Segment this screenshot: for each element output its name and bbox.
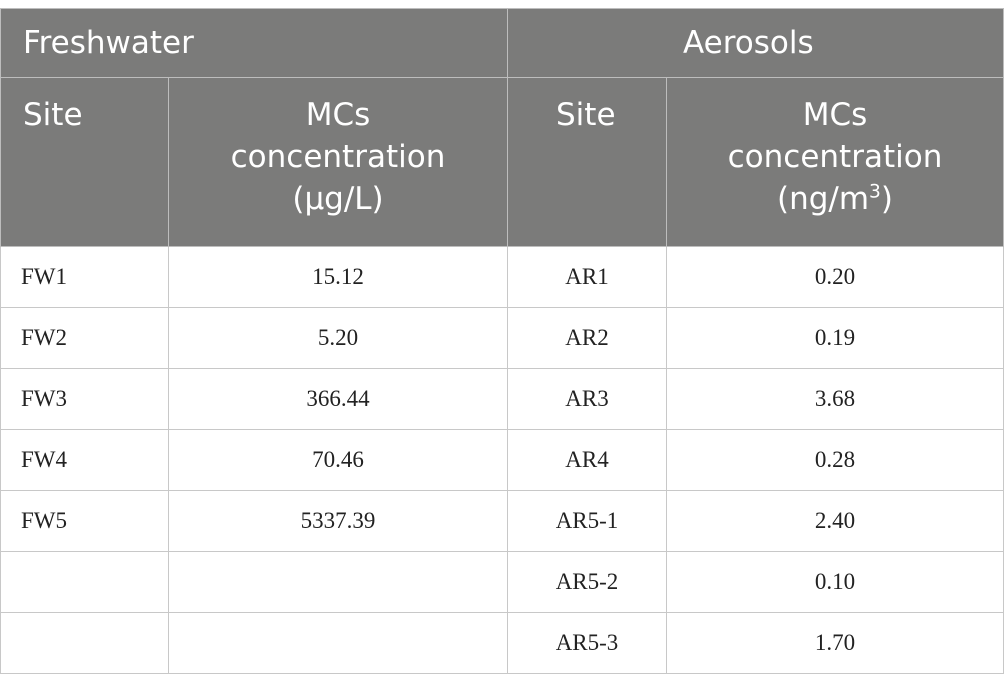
fw-site-cell: FW2	[0, 307, 169, 369]
fw-site-cell: FW3	[0, 368, 169, 430]
ar-site-cell: AR4	[507, 429, 667, 491]
ar-unit-end: )	[880, 181, 893, 217]
fw-site-cell	[0, 612, 169, 674]
fw-concentration-cell: 70.46	[168, 429, 508, 491]
ar-site-cell: AR5-1	[507, 490, 667, 552]
concentration-table: Freshwater Aerosols Site MCs concentrati…	[0, 8, 1004, 674]
table-row: FW2 5.20 AR2 0.19	[0, 307, 1004, 369]
ar-unit-base: (ng/m	[776, 181, 870, 217]
ar-site-cell: AR3	[507, 368, 667, 430]
ar-concentration-cell: 0.10	[666, 551, 1004, 613]
fw-concentration-cell: 5.20	[168, 307, 508, 369]
fw-site-cell: FW4	[0, 429, 169, 491]
aerosols-group-header: Aerosols	[507, 8, 1004, 78]
freshwater-group-header: Freshwater	[0, 8, 508, 78]
fw-concentration-cell: 5337.39	[168, 490, 508, 552]
freshwater-concentration-header: MCs concentration (μg/L)	[168, 77, 508, 247]
fw-concentration-cell	[168, 551, 508, 613]
ar-concentration-cell: 3.68	[666, 368, 1004, 430]
ar-unit-label: (ng/m3)	[667, 178, 1003, 220]
table-row: FW5 5337.39 AR5-1 2.40	[0, 490, 1004, 552]
ar-concentration-cell: 0.20	[666, 246, 1004, 308]
fw-site-cell: FW5	[0, 490, 169, 552]
conc-header-line2: concentration	[230, 139, 446, 175]
fw-unit-label: (μg/L)	[292, 181, 384, 217]
conc-header-line1: MCs	[802, 97, 868, 133]
aerosols-concentration-header: MCs concentration (ng/m3)	[666, 77, 1004, 247]
column-header-row: Site MCs concentration (μg/L) Site MCs c…	[0, 77, 1004, 247]
ar-site-cell: AR5-3	[507, 612, 667, 674]
table-row: AR5-3 1.70	[0, 612, 1004, 674]
table-row: FW1 15.12 AR1 0.20	[0, 246, 1004, 308]
ar-site-cell: AR5-2	[507, 551, 667, 613]
freshwater-site-header: Site	[0, 77, 169, 247]
table-row: FW3 366.44 AR3 3.68	[0, 368, 1004, 430]
ar-concentration-cell: 0.28	[666, 429, 1004, 491]
group-header-row: Freshwater Aerosols	[0, 8, 1004, 78]
fw-site-cell	[0, 551, 169, 613]
conc-header-line2: concentration	[727, 139, 943, 175]
ar-site-cell: AR2	[507, 307, 667, 369]
conc-header-line1: MCs	[305, 97, 371, 133]
ar-site-cell: AR1	[507, 246, 667, 308]
fw-concentration-cell	[168, 612, 508, 674]
aerosols-site-header: Site	[507, 77, 667, 247]
table-row: AR5-2 0.10	[0, 551, 1004, 613]
ar-concentration-cell: 1.70	[666, 612, 1004, 674]
fw-site-cell: FW1	[0, 246, 169, 308]
fw-concentration-cell: 15.12	[168, 246, 508, 308]
ar-concentration-cell: 0.19	[666, 307, 1004, 369]
ar-concentration-cell: 2.40	[666, 490, 1004, 552]
ar-unit-superscript: 3	[869, 181, 881, 203]
table-row: FW4 70.46 AR4 0.28	[0, 429, 1004, 491]
fw-concentration-cell: 366.44	[168, 368, 508, 430]
